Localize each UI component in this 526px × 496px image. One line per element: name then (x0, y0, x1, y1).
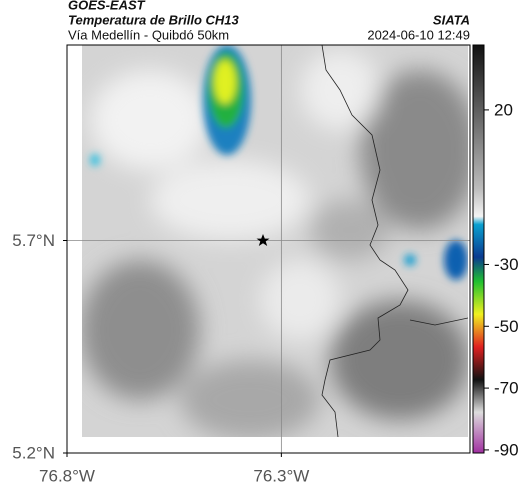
x-tick-label: 76.8°W (39, 466, 95, 485)
colorbar-tick-label: 20 (494, 100, 513, 119)
colorbar-tick-label: -90 (494, 440, 519, 459)
colorbar-tick-label: -30 (494, 255, 519, 274)
colorbar-tick-label: -50 (494, 317, 519, 336)
datetime: 2024-06-10 12:49 (367, 27, 470, 42)
satellite-image (82, 45, 468, 437)
y-tick-label: 5.2°N (12, 443, 55, 462)
y-tick-label: 5.7°N (12, 231, 55, 250)
title: GOES-EAST (68, 0, 146, 12)
location-marker (256, 234, 270, 246)
map-frame (66, 44, 471, 454)
subtitle: Temperatura de Brillo CH13 (68, 12, 240, 27)
colorbar (472, 44, 485, 454)
source: SIATA (433, 12, 470, 27)
route: Vía Medellín - Quibdó 50km (68, 27, 229, 42)
colorbar-tick-label: -70 (494, 379, 519, 398)
x-tick-label: 76.3°W (253, 466, 309, 485)
